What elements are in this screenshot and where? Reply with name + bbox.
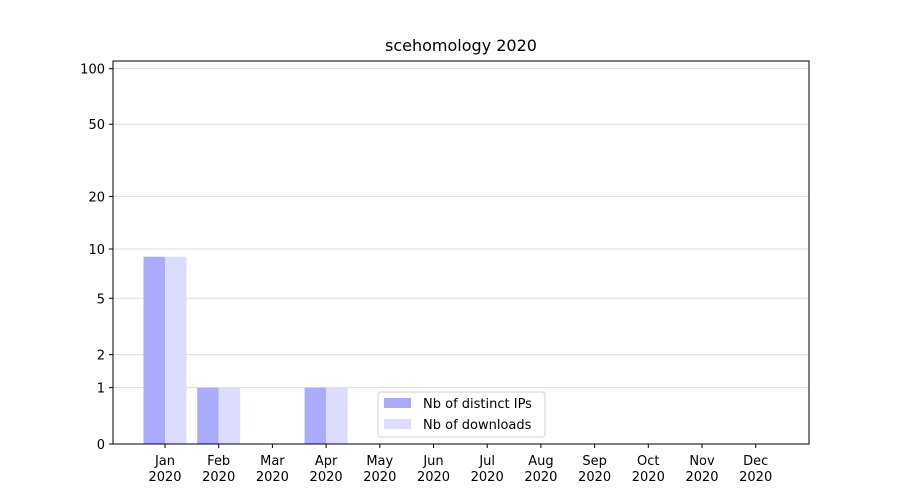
x-tick-label: Feb 2020 [202, 454, 235, 485]
y-tick-label: 100 [80, 63, 105, 78]
bar [165, 256, 187, 444]
x-tick-label: Nov 2020 [685, 454, 718, 485]
x-tick-label: Oct 2020 [632, 454, 665, 485]
x-tick-label: Jul 2020 [471, 454, 504, 485]
y-tick-label: 20 [88, 190, 105, 205]
bar [143, 256, 165, 444]
y-tick-label: 10 [88, 243, 105, 258]
x-tick-label: Sep 2020 [578, 454, 611, 485]
legend-swatch [384, 398, 411, 408]
y-tick-label: 1 [97, 382, 105, 397]
x-tick-label: May 2020 [363, 454, 396, 485]
x-tick-label: Dec 2020 [739, 454, 772, 485]
plot-frame [112, 60, 810, 445]
x-tick-label: Aug 2020 [524, 454, 557, 485]
x-tick-label: Jan 2020 [148, 454, 181, 485]
x-tick-label: Mar 2020 [256, 454, 289, 485]
bar [197, 387, 219, 444]
x-tick-label: Jun 2020 [417, 454, 450, 485]
y-tick-label: 5 [97, 292, 105, 307]
legend-label: Nb of distinct IPs [423, 397, 532, 412]
y-tick-label: 2 [97, 349, 105, 364]
x-tick-label: Apr 2020 [310, 454, 343, 485]
bar [304, 387, 327, 444]
legend-box [377, 391, 546, 438]
legend-label: Nb of downloads [423, 418, 532, 433]
bar [326, 387, 348, 444]
y-tick-label: 0 [97, 438, 105, 453]
legend-swatch [384, 419, 411, 429]
chart-title: scehomology 2020 [385, 36, 537, 55]
y-tick-label: 50 [88, 118, 105, 133]
bar [218, 387, 241, 444]
